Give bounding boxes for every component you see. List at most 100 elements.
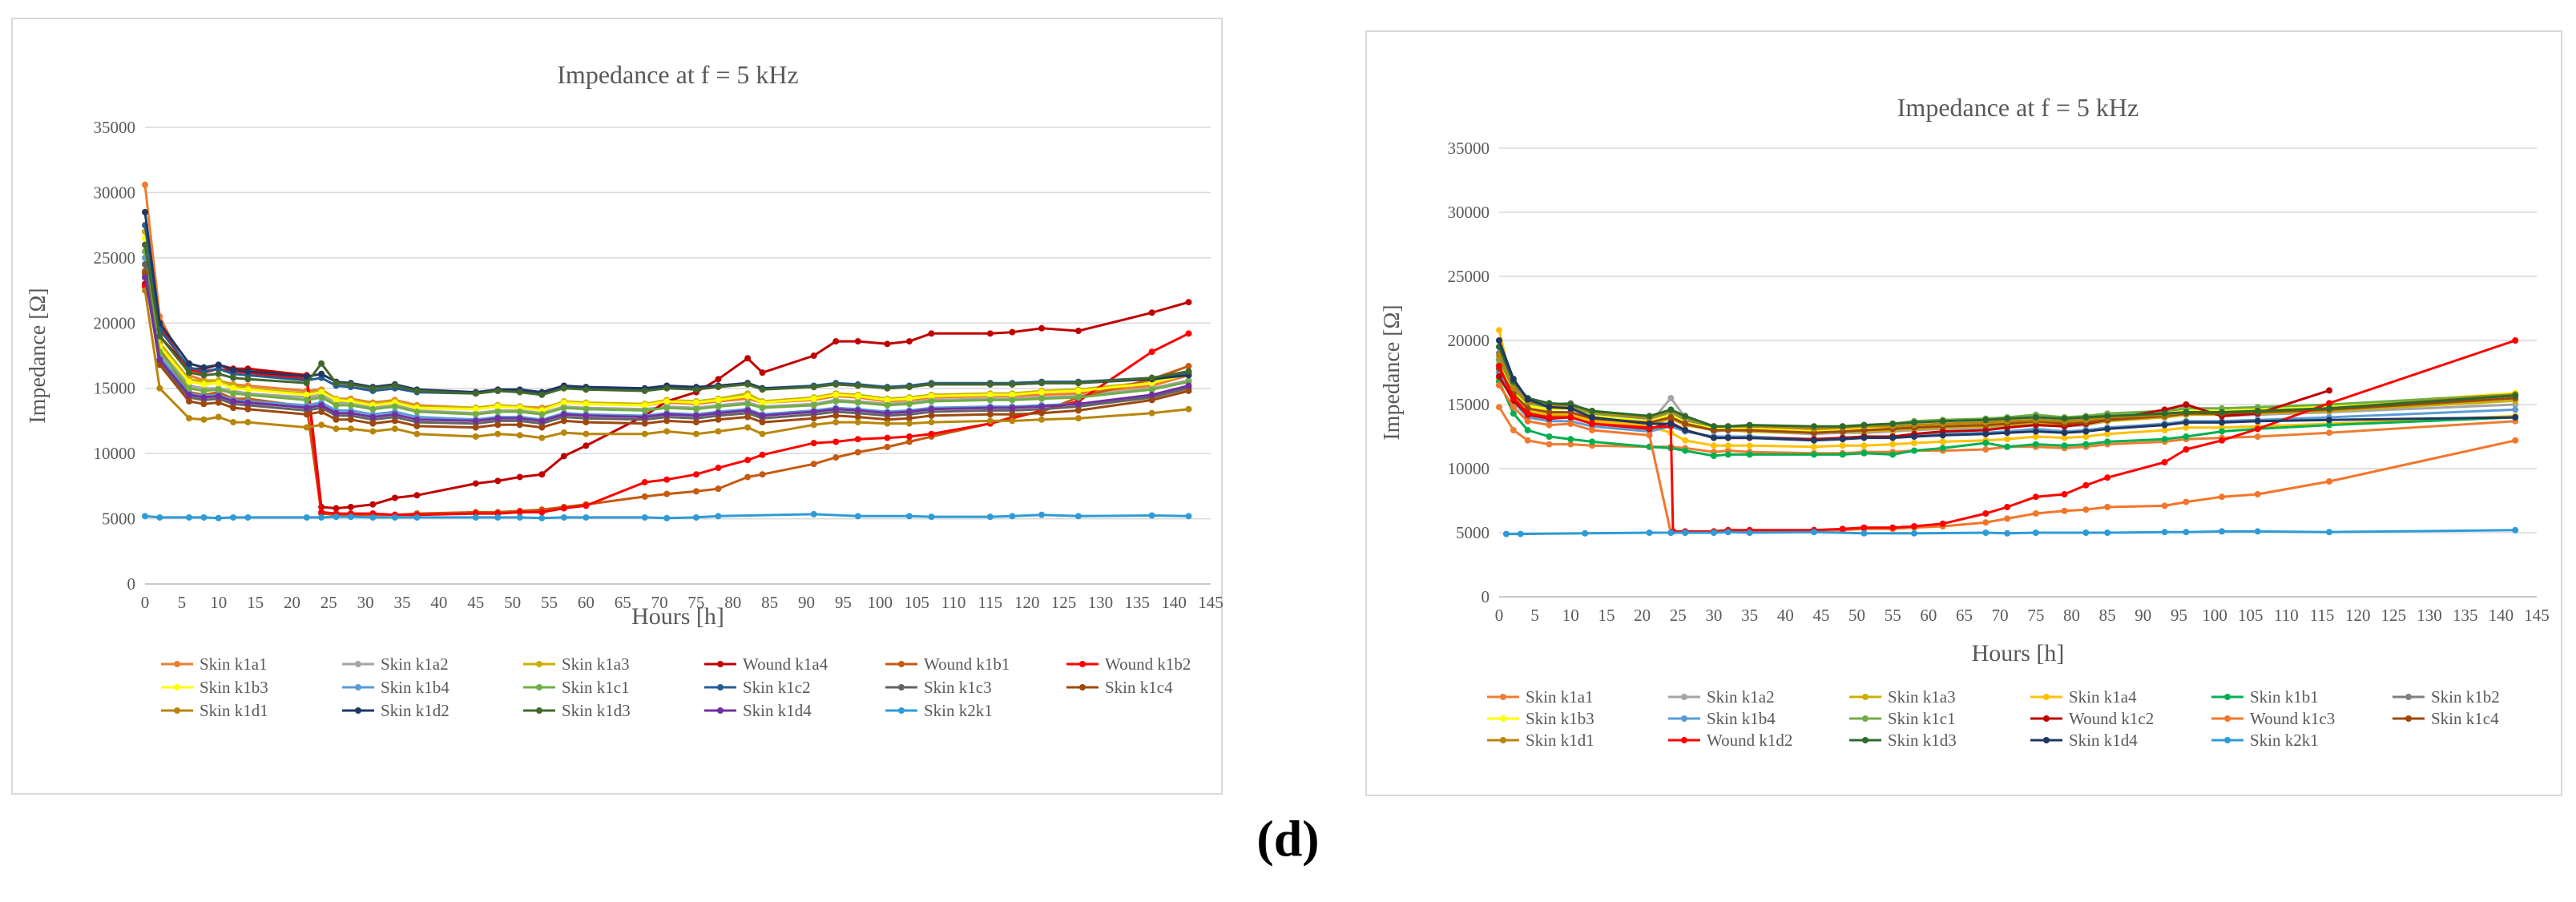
- legend-item-skin-k1d4: Skin k1d4: [2030, 731, 2138, 750]
- data-point: [2183, 424, 2190, 431]
- data-point: [1074, 380, 1082, 387]
- x-tick-label: 145: [1198, 593, 1223, 612]
- data-point: [1667, 414, 1675, 421]
- data-point: [2512, 406, 2519, 413]
- x-tick-label: 50: [504, 593, 521, 612]
- data-point: [2512, 526, 2519, 534]
- data-point: [1982, 510, 1989, 517]
- legend-label: Skin k1c1: [562, 678, 630, 697]
- x-tick-label: 70: [1992, 606, 2009, 625]
- data-point: [2032, 493, 2039, 501]
- data-point: [2161, 459, 2168, 465]
- data-point: [186, 385, 193, 392]
- data-point: [1546, 421, 1553, 429]
- data-point: [715, 513, 722, 520]
- data-point: [905, 438, 913, 445]
- data-point: [303, 380, 310, 387]
- data-point: [2161, 421, 2168, 429]
- data-point: [2254, 417, 2261, 425]
- data-point: [1009, 397, 1016, 404]
- series-line-skin-k1b1: [1498, 381, 2516, 457]
- data-point: [333, 513, 340, 521]
- x-tick-label: 95: [2171, 606, 2187, 625]
- data-point: [663, 411, 671, 418]
- series-skin-k1c2: [142, 222, 1192, 397]
- data-point: [905, 513, 913, 520]
- data-point: [759, 430, 766, 437]
- data-point: [2004, 515, 2011, 522]
- data-point: [832, 405, 840, 413]
- data-point: [744, 407, 752, 414]
- data-point: [2082, 428, 2090, 435]
- data-point: [333, 416, 340, 423]
- x-tick-label: 75: [2027, 606, 2044, 625]
- y-tick-label: 25000: [1448, 267, 1490, 286]
- data-point: [472, 513, 479, 521]
- data-point: [186, 391, 193, 398]
- data-point: [663, 417, 671, 425]
- data-point: [1860, 421, 1868, 429]
- data-point: [884, 409, 891, 417]
- y-tick-label: 30000: [1448, 203, 1490, 222]
- data-point: [905, 338, 913, 345]
- data-point: [692, 488, 699, 495]
- x-tick-label: 15: [247, 593, 264, 612]
- data-point: [2183, 529, 2190, 536]
- data-point: [1496, 352, 1502, 360]
- data-point: [986, 513, 994, 521]
- x-tick-label: 5: [1530, 606, 1539, 625]
- x-tick-label: 135: [1125, 593, 1151, 612]
- x-tick-label: 20: [284, 593, 300, 612]
- data-point: [1839, 442, 1846, 449]
- data-point: [413, 416, 421, 423]
- data-point: [2004, 504, 2011, 510]
- data-point: [303, 373, 310, 381]
- legend-marker: [898, 707, 905, 714]
- data-point: [2082, 433, 2090, 440]
- data-point: [215, 399, 222, 406]
- data-point: [1185, 299, 1192, 306]
- data-point: [2032, 530, 2039, 536]
- data-point: [2183, 498, 2190, 505]
- data-point: [1710, 442, 1717, 449]
- data-point: [318, 509, 325, 516]
- data-point: [472, 433, 479, 440]
- legend-item-wound-k1c2: Wound k1c2: [2030, 709, 2154, 728]
- data-point: [1502, 530, 1510, 538]
- data-point: [494, 415, 502, 422]
- data-point: [759, 369, 766, 377]
- legend-label: Skin k1a4: [2069, 687, 2137, 707]
- data-point: [2061, 442, 2068, 449]
- data-point: [391, 425, 398, 433]
- data-point: [641, 420, 648, 427]
- legend-item-skin-k1c3: Skin k1c3: [885, 678, 992, 697]
- data-point: [744, 401, 752, 408]
- data-point: [369, 513, 377, 521]
- data-point: [986, 330, 994, 337]
- data-point: [516, 421, 523, 429]
- y-tick-label: 30000: [94, 183, 136, 202]
- data-point: [391, 382, 398, 389]
- y-axis-label: Impedance [Ω]: [26, 288, 50, 423]
- data-point: [884, 397, 891, 404]
- data-point: [1074, 401, 1082, 408]
- data-point: [2161, 529, 2168, 536]
- data-point: [244, 419, 252, 426]
- y-tick-label: 15000: [1448, 395, 1490, 414]
- data-point: [1185, 363, 1192, 370]
- data-point: [516, 409, 523, 416]
- data-point: [1148, 348, 1155, 356]
- series-line-skin-k1d3: [143, 244, 1189, 397]
- legend-marker: [174, 684, 180, 691]
- legend-label: Wound k1d2: [1707, 731, 1792, 750]
- x-tick-label: 120: [2345, 606, 2371, 625]
- data-point: [928, 398, 935, 405]
- data-point: [928, 412, 935, 419]
- x-tick-label: 125: [1051, 593, 1077, 612]
- legend-label: Skin k1a2: [381, 654, 449, 674]
- legend-label: Wound k1b2: [1105, 654, 1191, 674]
- x-tick-label: 145: [2524, 606, 2550, 625]
- x-tick-label: 100: [867, 593, 893, 612]
- data-point: [744, 424, 752, 431]
- data-point: [744, 413, 752, 421]
